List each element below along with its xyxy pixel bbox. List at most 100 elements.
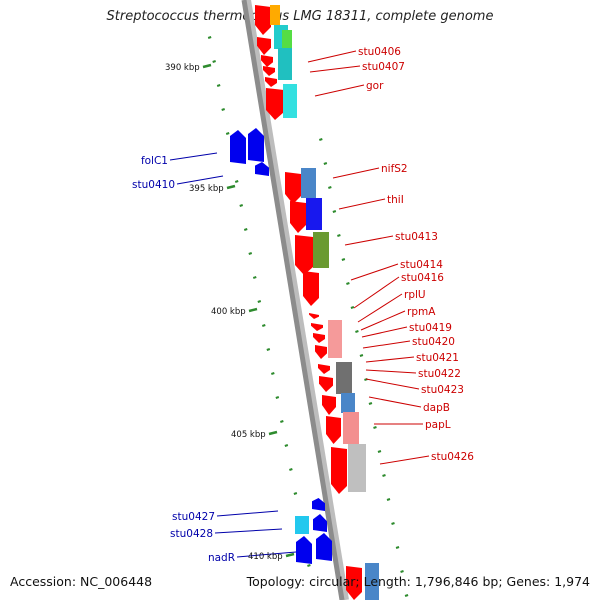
reverse-gene-label: stu0427 [172,511,215,523]
gene-block [348,444,366,492]
leader-line [365,356,415,363]
tick-mark [359,354,364,357]
forward-gene-arrow [315,345,327,359]
forward-gene-label: gor [366,80,384,92]
gene-block [301,168,316,198]
tick-mark [395,546,400,549]
kbp-label: 400 kbp [211,307,246,317]
reverse-gene-label: nadR [208,552,235,564]
forward-gene-arrow [255,5,271,35]
tick-mark [323,162,328,165]
reverse-gene-arrow [230,130,246,164]
reverse-gene-label: folC1 [141,155,168,167]
gene-block [313,232,329,268]
forward-gene-arrow [295,235,313,275]
forward-gene-arrow [309,313,319,319]
tick-mark [221,108,225,111]
tick-mark [355,330,359,333]
forward-gene-arrow [313,333,325,343]
forward-gene-arrow [290,201,306,233]
leader-line [365,378,420,390]
forward-gene-arrow [263,66,275,76]
leader-line [353,276,400,309]
reverse-gene-arrow [296,536,312,564]
gene-block [306,198,322,230]
kbp-label: 410 kbp [248,552,283,562]
tick-mark [404,594,409,597]
gene-block [365,563,379,600]
forward-gene-arrow [318,364,330,374]
gene-block [283,84,297,118]
tick-mark [216,84,221,87]
gene-block [295,516,309,534]
forward-gene-label: dapB [423,402,450,414]
forward-gene-label: stu0426 [431,451,474,463]
tick-mark [261,324,266,327]
tick-mark [212,60,216,63]
tick-mark [337,234,341,237]
leader-line [169,152,218,161]
tick-mark [332,210,337,213]
kbp-tick [248,307,258,313]
leader-line [344,235,394,246]
leader-line [307,50,357,63]
tick-mark [266,348,271,351]
tick-mark [319,138,323,141]
gene-block [341,393,355,413]
forward-gene-label: rplU [404,289,426,301]
forward-gene-label: stu0414 [400,259,443,271]
forward-gene-label: stu0407 [362,61,405,73]
gene-block [270,5,280,25]
forward-gene-arrow [303,271,319,306]
tick-mark [307,564,311,567]
reverse-gene-arrow [255,162,269,176]
tick-mark [225,132,230,135]
leader-line [236,551,297,558]
forward-gene-arrow [326,416,341,444]
forward-gene-arrow [319,376,333,392]
tick-mark [239,204,244,207]
gene-block [278,48,292,80]
forward-gene-label: stu0422 [418,368,461,380]
reverse-gene-arrow [248,128,264,162]
leader-line [365,369,417,374]
leader-line [362,340,411,349]
leader-line [338,198,386,210]
tick-mark [328,186,332,189]
tick-mark [391,522,395,525]
forward-gene-label: stu0416 [401,272,444,284]
forward-gene-arrow [311,323,323,331]
forward-gene-label: stu0413 [395,231,438,243]
backbone-shadow [243,0,349,600]
forward-gene-arrow [257,37,271,55]
kbp-tick [202,63,212,69]
forward-gene-arrow [322,395,336,415]
tick-mark [243,228,248,231]
forward-gene-label: thiI [387,194,404,206]
reverse-gene-arrow [313,514,327,532]
tick-mark [270,372,275,375]
forward-gene-arrow [285,172,301,204]
kbp-tick [226,184,236,190]
kbp-label: 390 kbp [165,63,200,73]
tick-mark [368,402,373,405]
gene-block [343,412,359,444]
forward-gene-arrow [266,88,284,120]
kbp-label: 395 kbp [189,184,224,194]
forward-gene-label: stu0420 [412,336,455,348]
tick-mark [341,258,346,261]
reverse-gene-label: stu0410 [132,179,175,191]
leader-line [357,293,403,323]
tick-mark [207,36,212,39]
tick-mark [234,180,239,183]
forward-gene-label: rpmA [407,306,436,318]
forward-gene-arrow [331,447,347,494]
tick-mark [386,498,391,501]
leader-line [309,65,361,73]
forward-gene-arrow [265,77,277,87]
forward-gene-label: papL [425,419,451,431]
leader-line [214,528,283,534]
forward-gene-label: nifS2 [381,163,408,175]
tick-mark [289,468,293,471]
